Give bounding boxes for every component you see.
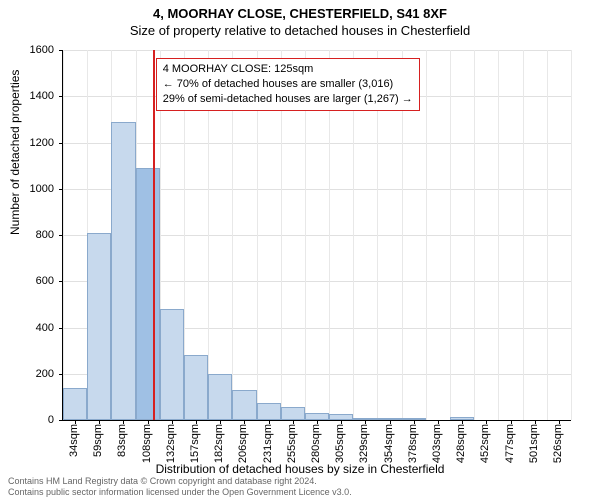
y-tick-label: 1000: [30, 183, 54, 195]
x-tick-label: 452sqm: [479, 424, 491, 463]
x-axis-title: Distribution of detached houses by size …: [0, 462, 600, 476]
y-axis-title: Number of detached properties: [8, 70, 22, 235]
callout-line2: ← 70% of detached houses are smaller (3,…: [163, 77, 413, 92]
y-tick-label: 600: [36, 275, 54, 287]
footer-line1: Contains HM Land Registry data © Crown c…: [8, 476, 352, 487]
y-tick-label: 1600: [30, 44, 54, 56]
x-tick-label: 255sqm: [286, 424, 298, 463]
histogram-bar: [87, 233, 111, 420]
y-tick-label: 400: [36, 322, 54, 334]
callout-line1: 4 MOORHAY CLOSE: 125sqm: [163, 62, 413, 77]
y-tick-label: 1200: [30, 137, 54, 149]
histogram-bar: [63, 388, 87, 420]
histogram-bar: [184, 355, 208, 420]
callout-box: 4 MOORHAY CLOSE: 125sqm← 70% of detached…: [156, 58, 420, 111]
x-tick-label: 34sqm: [68, 424, 80, 457]
histogram-bar: [160, 309, 184, 420]
x-tick-label: 182sqm: [213, 424, 225, 463]
histogram-bar: [232, 390, 256, 420]
histogram-bar: [305, 413, 329, 420]
y-tick-label: 200: [36, 368, 54, 380]
x-tick-label: 428sqm: [455, 424, 467, 463]
x-tick-label: 157sqm: [189, 424, 201, 463]
footer-attribution: Contains HM Land Registry data © Crown c…: [8, 476, 352, 498]
chart-title-address: 4, MOORHAY CLOSE, CHESTERFIELD, S41 8XF: [0, 0, 600, 21]
x-tick-label: 329sqm: [358, 424, 370, 463]
histogram-bar: [208, 374, 232, 420]
x-tick-label: 206sqm: [237, 424, 249, 463]
x-tick-label: 403sqm: [431, 424, 443, 463]
x-tick-label: 477sqm: [504, 424, 516, 463]
x-tick-label: 280sqm: [310, 424, 322, 463]
callout-line3: 29% of semi-detached houses are larger (…: [163, 92, 413, 107]
x-tick-label: 231sqm: [262, 424, 274, 463]
histogram-bar: [111, 122, 135, 420]
x-tick-label: 501sqm: [528, 424, 540, 463]
x-tick-label: 83sqm: [116, 424, 128, 457]
chart-title-subtitle: Size of property relative to detached ho…: [0, 21, 600, 38]
x-tick-label: 526sqm: [552, 424, 564, 463]
y-tick-label: 800: [36, 229, 54, 241]
histogram-bar: [281, 407, 305, 420]
histogram-bar: [257, 403, 281, 420]
histogram-bar: [136, 168, 160, 420]
x-tick-label: 108sqm: [141, 424, 153, 463]
x-tick-label: 59sqm: [92, 424, 104, 457]
y-tick-label: 0: [48, 414, 54, 426]
x-tick-label: 305sqm: [334, 424, 346, 463]
x-tick-label: 132sqm: [165, 424, 177, 463]
footer-line2: Contains public sector information licen…: [8, 487, 352, 498]
reference-line: [153, 50, 155, 420]
x-tick-label: 354sqm: [383, 424, 395, 463]
y-tick-label: 1400: [30, 90, 54, 102]
x-tick-label: 378sqm: [407, 424, 419, 463]
